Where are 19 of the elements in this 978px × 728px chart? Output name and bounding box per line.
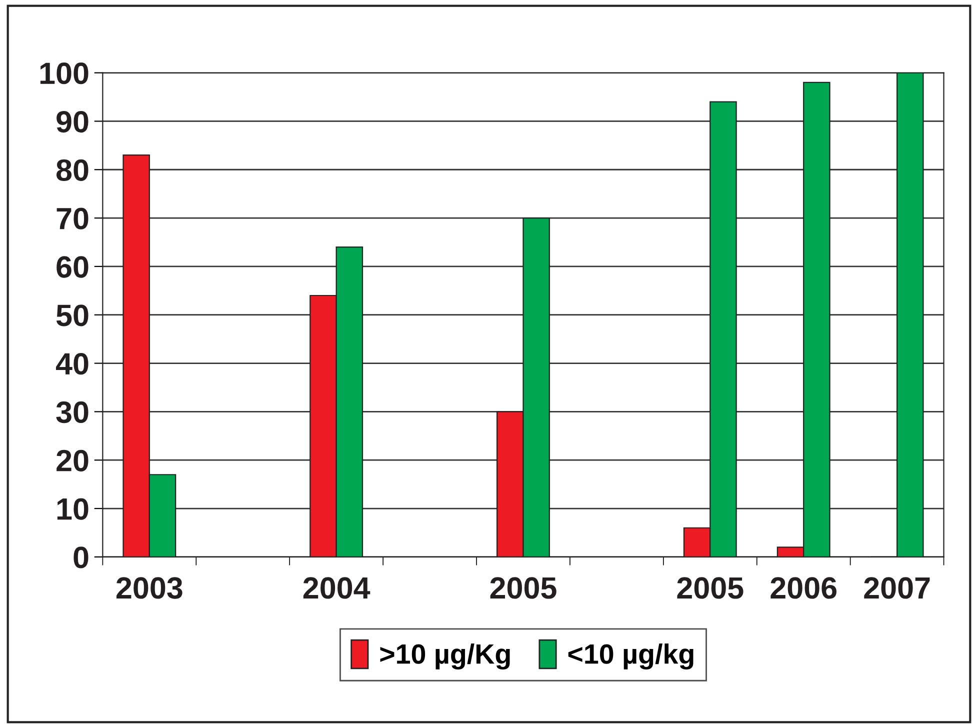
y-tick-label: 90	[56, 110, 88, 133]
y-tick-label: 40	[56, 353, 88, 375]
legend-label: >10 µg/Kg	[380, 643, 510, 670]
y-tick-label: 20	[56, 450, 88, 472]
y-tick-label: 0	[74, 546, 88, 568]
y-tick-label: 60	[56, 256, 88, 278]
x-tick-label: 2004	[303, 577, 370, 599]
y-tick-label: 70	[56, 208, 88, 230]
legend-label: <10 µg/kg	[568, 643, 694, 670]
y-tick-label: 10	[57, 498, 88, 520]
x-tick-label: 2003	[116, 577, 182, 599]
x-tick-label: 2005	[677, 577, 744, 599]
y-tick-label: 50	[56, 304, 88, 326]
y-tick-label: 100	[40, 62, 88, 84]
y-tick-label: 30	[56, 401, 88, 424]
x-tick-label: 2007	[864, 577, 930, 599]
x-tick-label: 2005	[490, 577, 556, 599]
x-tick-label: 2006	[770, 577, 836, 599]
y-tick-label: 80	[56, 159, 88, 181]
